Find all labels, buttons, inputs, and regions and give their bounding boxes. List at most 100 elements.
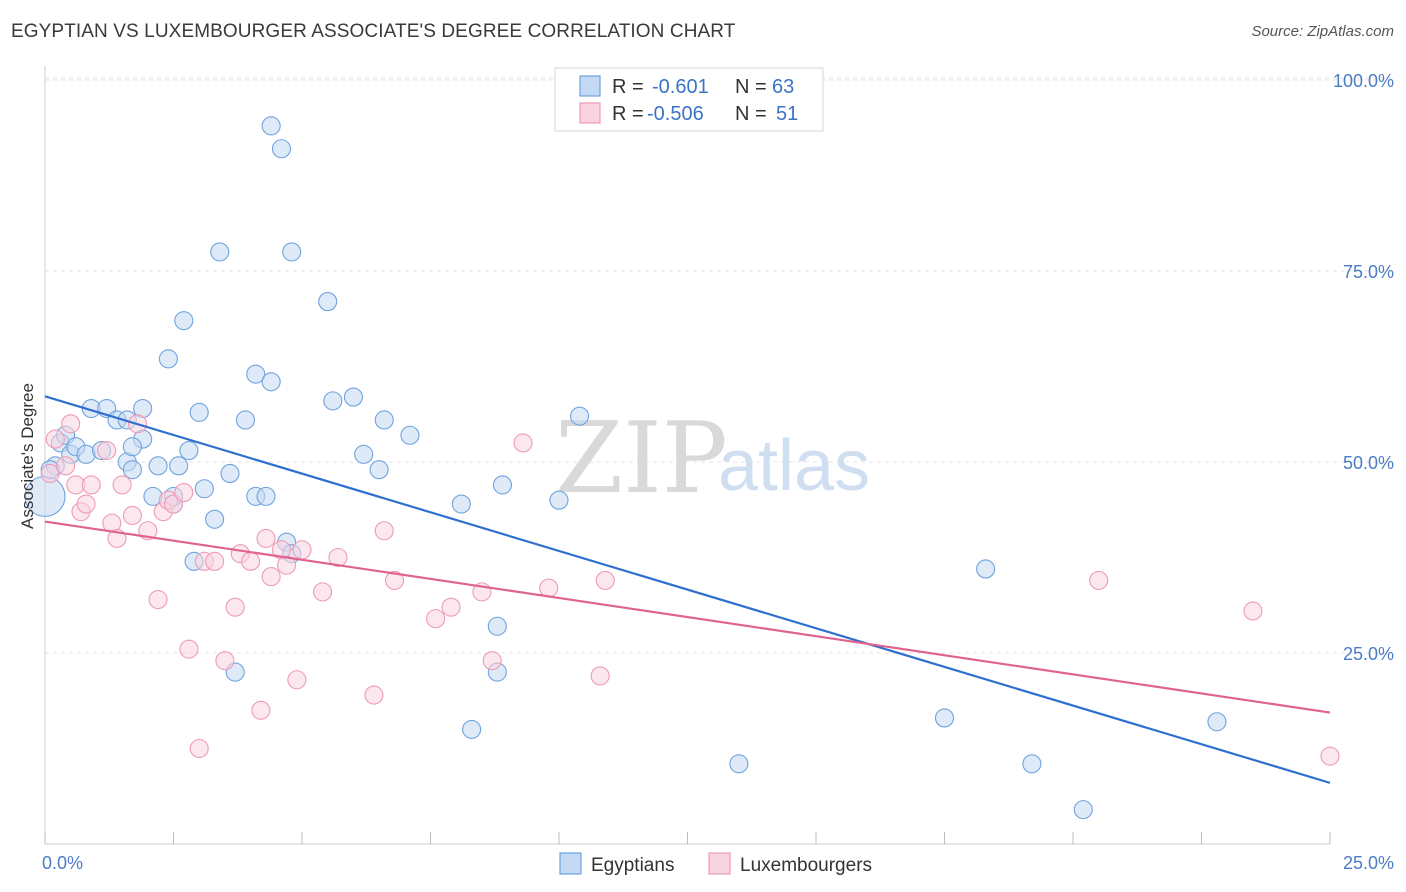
egy-point-35 [261,116,281,136]
x-tick-label-1: 25.0% [1343,853,1394,873]
lux-point-50 [1320,746,1340,766]
trend-line-egyptians [44,395,1331,784]
egy-point-44 [354,444,374,464]
egy-point-34 [256,486,276,506]
egy-point-45 [369,460,389,480]
egy-point-58 [1022,754,1042,774]
lux-point-45 [539,578,559,598]
lux-point-46 [590,666,610,686]
axes [44,66,1331,845]
lux-point-36 [328,547,348,568]
watermark: ZIP atlas [555,402,870,516]
lux-point-3 [61,414,81,434]
egy-point-41 [318,292,338,312]
lux-point-11 [112,475,132,495]
bottom-legend-egyptians: Egyptians [591,855,674,876]
y-tick-labels: 25.0% 50.0% 75.0% 100.0% [1333,71,1394,664]
egy-point-28 [210,242,230,262]
egy-point-40 [282,242,302,262]
egy-point-62 [122,437,142,457]
source-label: Source: ZipAtlas.com [1251,23,1394,40]
egy-point-59 [1073,800,1093,820]
lux-point-48 [1089,570,1109,590]
lux-point-43 [482,651,502,671]
egy-point-54 [570,406,590,426]
legend-swatch-egyptians [579,75,601,97]
egy-point-25 [189,402,209,422]
lux-point-7 [81,475,101,495]
y-axis-title: Associate's Degree [18,383,37,529]
lux-point-41 [441,597,461,617]
x-tick-label-0: 0.0% [42,853,83,873]
y-tick-label-3: 100.0% [1333,71,1394,91]
legend-n-value-2: 51 [776,103,798,125]
egy-point-50 [487,616,507,636]
lux-point-34 [292,540,312,560]
egy-point-52 [492,475,513,495]
lux-point-6 [76,494,96,514]
egy-point-49 [462,719,482,739]
x-tick-labels: 0.0% 25.0% [42,853,1394,873]
bottom-legend-swatch-egyptians [559,852,582,875]
legend-n-label-2: N = [735,103,767,125]
egy-point-46 [374,410,394,430]
lux-point-47 [595,570,615,590]
y-tick-label-0: 25.0% [1343,644,1394,664]
lux-point-32 [277,555,297,575]
egy-point-48 [451,494,471,514]
legend-r-label-1: R = [612,76,644,98]
lux-point-15 [148,589,168,610]
egy-point-43 [343,387,363,407]
egy-point-56 [934,708,955,728]
egy-point-36 [261,372,281,392]
egy-point-47 [400,425,420,445]
bottom-legend-luxembourgers: Luxembourgers [740,855,872,876]
legend-n-value-1: 63 [772,76,794,98]
egy-point-37 [271,139,291,159]
legend-box: R = -0.601 N = 63 R = -0.506 N = 51 [554,67,824,132]
lux-point-12 [122,505,142,526]
egy-point-42 [323,391,343,411]
egy-point-18 [158,349,178,369]
legend-n-label-1: N = [735,76,767,98]
chart-title: EGYPTIAN VS LUXEMBOURGER ASSOCIATE'S DEG… [11,21,736,42]
lux-point-35 [313,582,333,602]
egy-point-21 [169,456,189,476]
egy-point-53 [549,490,569,510]
egy-point-23 [179,440,199,461]
egy-point-26 [194,479,214,499]
lux-point-37 [364,685,384,705]
egy-point-55 [729,754,749,774]
egy-point-27 [205,509,225,529]
lux-point-2 [56,456,76,476]
trend-lines [44,395,1331,784]
lux-point-20 [179,639,199,659]
egy-point-29 [220,463,240,484]
lux-point-27 [241,551,261,571]
legend-r-label-2: R = [612,103,644,125]
lux-point-38 [374,521,394,541]
lux-point-30 [261,567,281,587]
lux-point-21 [189,738,209,759]
trend-line-luxembourgers [44,520,1331,714]
lux-point-29 [256,528,276,548]
lux-point-25 [225,597,245,617]
bottom-legend-swatch-luxembourgers [708,852,731,875]
legend-r-value-2: -0.506 [647,103,704,125]
lux-point-28 [251,700,271,720]
lux-point-8 [97,440,117,461]
egy-point-33 [246,364,266,384]
lux-point-19 [174,483,194,503]
luxembourgers-points [40,414,1340,766]
egy-point-31 [235,410,256,430]
lux-point-44 [513,433,533,453]
egy-point-17 [148,456,168,476]
lux-point-39 [384,570,405,590]
egy-point-22 [174,311,194,331]
legend-r-value-1: -0.601 [652,76,709,98]
lux-point-49 [1243,601,1263,621]
egy-point-57 [976,559,996,579]
lux-point-24 [215,651,235,671]
lux-point-23 [205,551,225,571]
y-tick-label-2: 75.0% [1343,262,1394,282]
